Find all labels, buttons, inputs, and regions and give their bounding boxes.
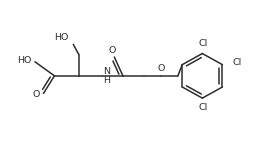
Text: N: N [103, 67, 110, 76]
Text: O: O [158, 64, 165, 73]
Text: Cl: Cl [199, 39, 208, 48]
Text: O: O [108, 46, 116, 55]
Text: H: H [103, 76, 110, 85]
Text: HO: HO [54, 33, 68, 42]
Text: HO: HO [18, 56, 32, 65]
Text: Cl: Cl [232, 58, 242, 67]
Text: Cl: Cl [199, 103, 208, 112]
Text: O: O [33, 90, 40, 99]
